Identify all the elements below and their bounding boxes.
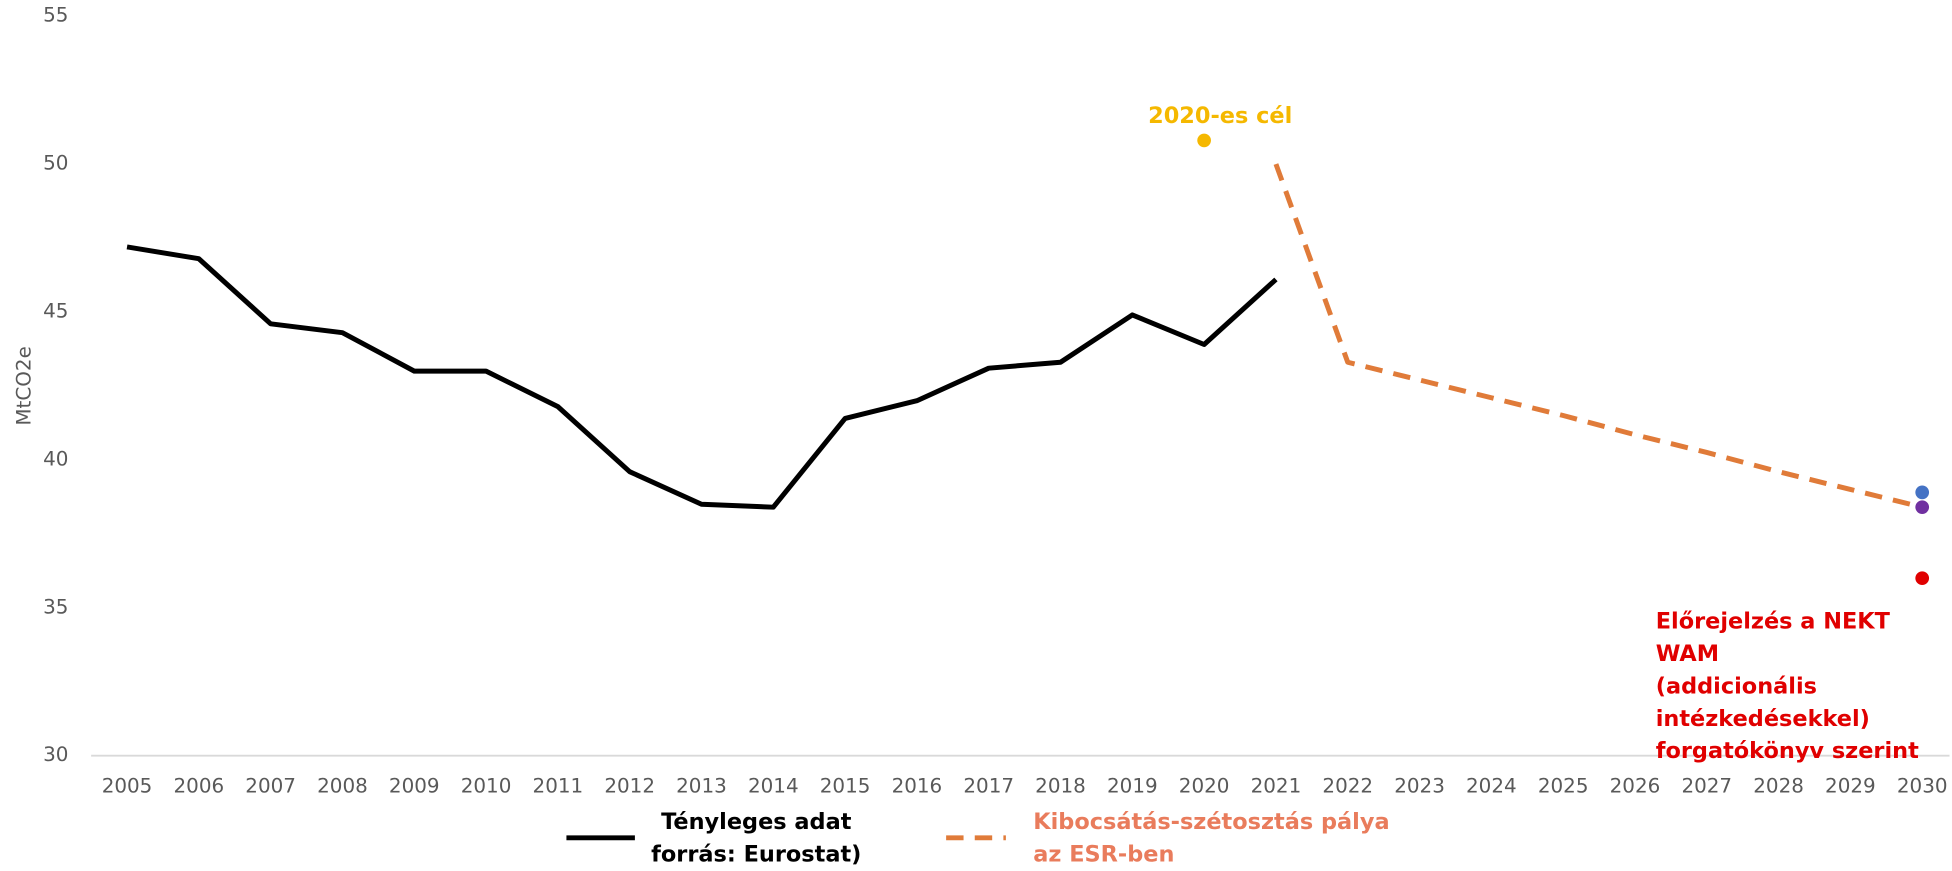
x-tick-label: 2010 [461,774,512,797]
x-tick-label: 2023 [1394,774,1445,797]
x-tick-label: 2012 [604,774,655,797]
point-label: Előrejelzés a NEKT WAM (addicionális int… [1655,609,1919,765]
y-tick-label: 50 [43,152,68,175]
point-label: 2020-es cél [1148,103,1293,130]
x-tick-label: 2022 [1322,774,1373,797]
x-tick-label: 2006 [174,774,225,797]
legend-label: Kibocsátás-szétosztás pálya az ESR-ben [1033,809,1390,868]
y-tick-label: 30 [43,743,68,766]
y-tick-label: 45 [43,299,68,322]
x-tick-label: 2027 [1681,774,1732,797]
x-tick-label: 2030 [1897,774,1948,797]
x-tick-label: 2019 [1107,774,1158,797]
y-tick-label: 35 [43,595,68,618]
x-tick-label: 2024 [1466,774,1517,797]
x-tick-label: 2021 [1251,774,1302,797]
x-tick-label: 2020 [1179,774,1230,797]
x-tick-label: 2005 [102,774,153,797]
series-line [1273,163,1923,510]
target-point [1915,485,1930,500]
x-tick-label: 2009 [389,774,440,797]
legend-label: Tényleges adat forrás: Eurostat) [651,809,862,868]
x-tick-label: 2007 [245,774,296,797]
y-axis-label: MtCO2e [12,346,35,425]
y-tick-label: 55 [43,4,68,27]
x-tick-label: 2014 [748,774,799,797]
target-point [1915,571,1930,586]
x-tick-label: 2016 [892,774,943,797]
x-tick-label: 2017 [963,774,1014,797]
x-tick-label: 2008 [317,774,368,797]
series-line [126,244,1278,510]
x-tick-label: 2015 [820,774,871,797]
target-point [1915,500,1930,515]
target-point [1197,133,1211,148]
x-tick-label: 2018 [1035,774,1086,797]
x-tick-label: 2029 [1825,774,1876,797]
x-tick-label: 2026 [1610,774,1661,797]
x-tick-label: 2028 [1753,774,1804,797]
y-tick-label: 40 [43,447,68,470]
x-tick-label: 2011 [533,774,584,797]
x-tick-label: 2025 [1538,774,1589,797]
x-tick-label: 2013 [676,774,727,797]
